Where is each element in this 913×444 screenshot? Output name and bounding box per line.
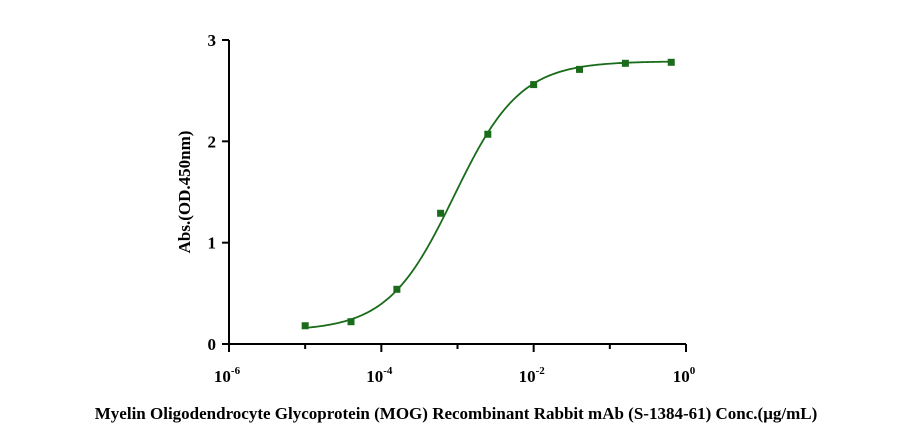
y-tick-label: 0: [208, 335, 217, 354]
x-tick-label: 10-6: [214, 365, 241, 386]
data-point: [576, 65, 584, 73]
data-point: [347, 318, 355, 326]
y-tick-label: 3: [208, 31, 217, 50]
data-point: [530, 81, 538, 89]
x-tick-label: 10-4: [366, 365, 393, 386]
labels-layer: 0 1 2 3 10-6 10-4 10-2 100 Abs.(OD.450nm) Myelin …: [95, 31, 818, 423]
data-point: [667, 58, 675, 66]
x-axis-title: Myelin Oligodendrocyte Glycoprotein (MOG…: [95, 404, 818, 423]
fit-curve-layer: [305, 60, 672, 329]
data-point: [437, 209, 445, 217]
data-point: [393, 285, 401, 293]
data-point: [621, 59, 629, 67]
fit-curve: [305, 60, 672, 329]
y-axis-title: Abs.(OD.450nm): [175, 131, 194, 254]
axes: [222, 39, 687, 352]
y-tick-label: 1: [208, 234, 217, 253]
data-point: [301, 322, 309, 330]
x-tick-label: 10-2: [519, 365, 546, 386]
y-tick-label: 2: [208, 132, 217, 151]
data-points-layer: [301, 58, 675, 330]
x-tick-label: 100: [673, 365, 696, 386]
data-point: [484, 130, 492, 138]
